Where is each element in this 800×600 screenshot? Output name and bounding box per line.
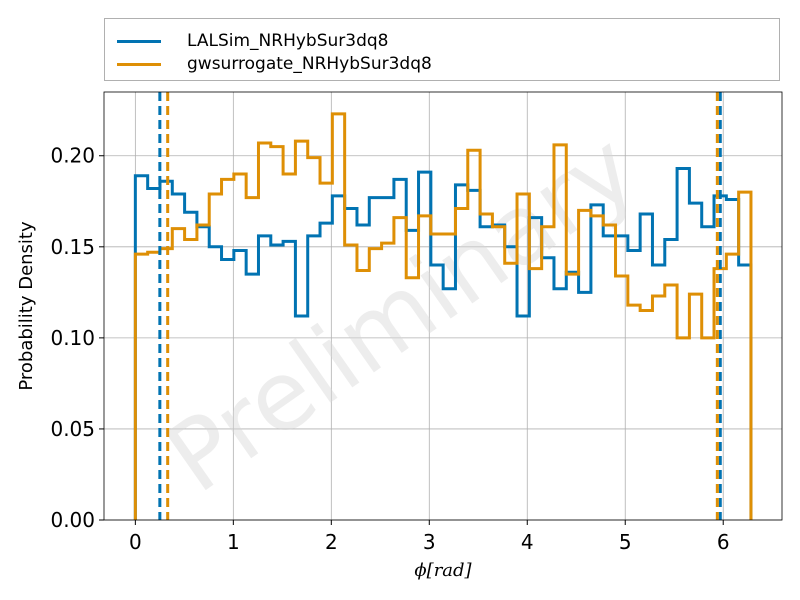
legend-swatch-lalsim: [117, 39, 161, 43]
histogram-series-0: [133, 166, 753, 520]
legend: LALSim_NRHybSur3dq8 gwsurrogate_NRHybSur…: [104, 18, 780, 81]
x-tick-label: 6: [717, 530, 730, 554]
x-tick-label: 2: [325, 530, 338, 554]
x-tick-label: 0: [129, 530, 142, 554]
x-tick-label: 1: [227, 530, 240, 554]
legend-item-lalsim: LALSim_NRHybSur3dq8: [117, 29, 388, 53]
y-tick-label: 0.15: [50, 235, 95, 259]
x-axis-label: ϕ[rad]: [414, 560, 472, 581]
y-tick-label: 0.20: [50, 144, 95, 168]
legend-label-gwsurrogate: gwsurrogate_NRHybSur3dq8: [187, 54, 432, 74]
y-tick-label: 0.05: [50, 417, 95, 441]
x-axis-ticks: 0 1 2 3 4 5 6: [129, 520, 730, 554]
x-tick-label: 5: [619, 530, 632, 554]
watermark-text: Preliminary: [147, 112, 655, 515]
legend-swatch-gwsurrogate: [117, 62, 161, 66]
x-tick-label: 3: [423, 530, 436, 554]
y-tick-label: 0.00: [50, 508, 95, 532]
x-tick-label: 4: [521, 530, 534, 554]
histogram-series-1: [133, 112, 753, 520]
y-tick-label: 0.10: [50, 326, 95, 350]
y-axis-label: Probability Density: [16, 221, 37, 391]
legend-item-gwsurrogate: gwsurrogate_NRHybSur3dq8: [117, 52, 432, 76]
series-layer: [133, 112, 753, 520]
legend-label-lalsim: LALSim_NRHybSur3dq8: [187, 31, 389, 51]
credible-interval-lines: [158, 92, 722, 520]
y-axis-ticks: 0.00 0.05 0.10 0.15 0.20: [50, 144, 104, 532]
plot-frame: [103, 91, 783, 521]
